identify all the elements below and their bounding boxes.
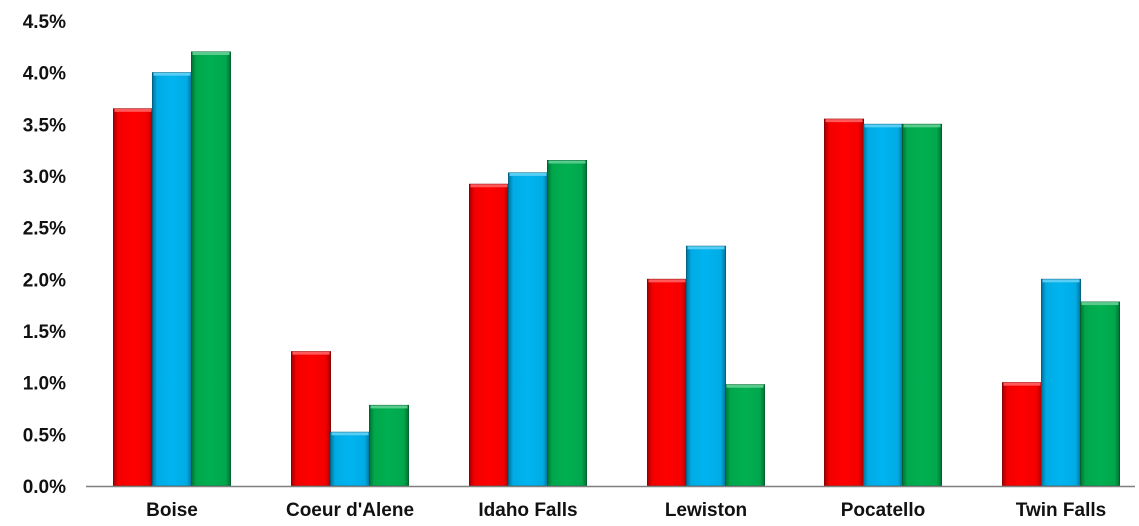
bar-top-highlight <box>153 72 191 76</box>
y-axis-tick-labels: 0.0% 0.5% 1.0% 1.5% 2.0% 2.5% 3.0% 3.5% 4.0% 4.5% <box>23 12 66 498</box>
bar-pocatello-series-2 <box>863 123 903 487</box>
bar-top-highlight <box>292 351 330 355</box>
bar-top-highlight <box>648 279 686 283</box>
bar-coeur-d-alene-series-1 <box>291 351 331 487</box>
x-category-label: Coeur d'Alene <box>286 500 414 521</box>
bar-lewiston-series-3 <box>725 384 765 487</box>
bar-idaho-falls-series-3 <box>547 160 587 487</box>
y-tick-label: 1.0% <box>23 374 66 395</box>
bar-top-highlight <box>903 124 941 128</box>
bar-top-highlight <box>192 52 230 55</box>
bar-pocatello-series-1 <box>824 118 864 487</box>
bar-coeur-d-alene-series-3 <box>369 404 409 487</box>
bar-idaho-falls-series-1 <box>469 183 509 487</box>
bar-top-highlight <box>1003 382 1041 386</box>
x-category-label: Lewiston <box>665 500 747 521</box>
bar-lewiston-series-1 <box>647 278 687 487</box>
y-tick-label: 0.5% <box>23 425 66 446</box>
bar-top-highlight <box>864 124 902 128</box>
x-category-label: Boise <box>146 500 198 521</box>
bar-top-highlight <box>687 246 725 250</box>
y-tick-label: 2.5% <box>23 219 66 240</box>
bar-top-highlight <box>825 119 863 123</box>
y-tick-label: 1.5% <box>23 322 66 343</box>
bar-lewiston-series-2 <box>686 245 726 487</box>
bar-twin-falls-series-3 <box>1080 301 1120 487</box>
bars-layer <box>113 51 1120 487</box>
y-tick-label: 0.0% <box>23 477 66 498</box>
y-tick-label: 2.0% <box>23 270 66 291</box>
x-category-label: Idaho Falls <box>478 500 577 521</box>
bar-top-highlight <box>1081 302 1119 306</box>
y-tick-label: 4.5% <box>23 12 66 33</box>
y-tick-label: 4.0% <box>23 64 66 85</box>
bar-top-highlight <box>114 108 152 112</box>
bar-twin-falls-series-2 <box>1041 278 1081 487</box>
x-axis-category-labels: Boise Coeur d'Alene Idaho Falls Lewiston Poc… <box>146 500 1106 521</box>
y-tick-label: 3.0% <box>23 167 66 188</box>
bar-boise-series-2 <box>152 72 192 487</box>
bar-top-highlight <box>509 172 547 176</box>
bar-top-highlight <box>726 384 764 388</box>
bar-boise-series-3 <box>191 51 231 487</box>
bar-pocatello-series-3 <box>902 123 942 487</box>
y-tick-label: 3.5% <box>23 115 66 136</box>
bar-top-highlight <box>1042 279 1080 283</box>
bar-coeur-d-alene-series-2 <box>330 431 370 487</box>
bar-boise-series-1 <box>113 108 153 487</box>
bar-top-highlight <box>470 184 508 188</box>
bar-top-highlight <box>370 405 408 409</box>
x-category-label: Twin Falls <box>1016 500 1106 521</box>
bar-top-highlight <box>548 160 586 164</box>
x-category-label: Pocatello <box>841 500 925 521</box>
bar-top-highlight <box>331 432 369 436</box>
bar-idaho-falls-series-2 <box>508 172 548 487</box>
bar-twin-falls-series-1 <box>1002 382 1042 487</box>
